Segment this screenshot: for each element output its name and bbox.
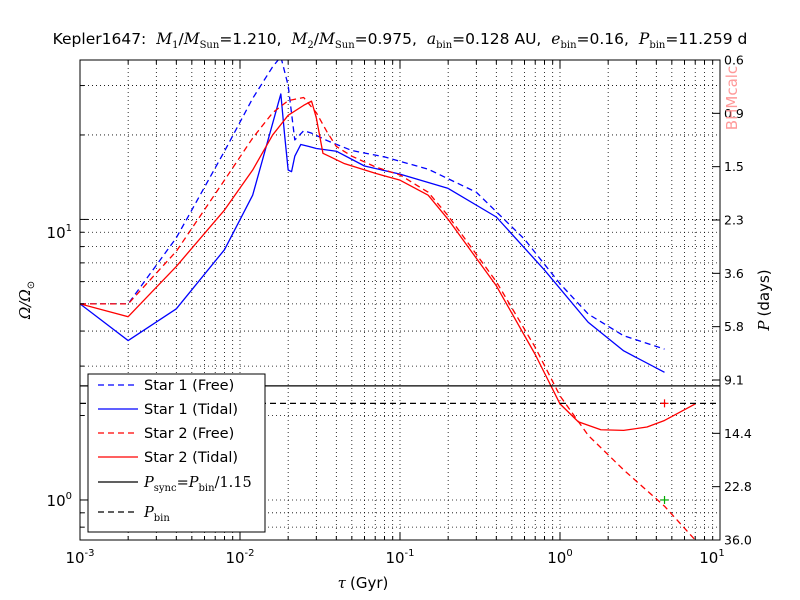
legend: Star 1 (Free) Star 1 (Tidal) Star 2 (Fre… [87, 373, 266, 533]
legend-box [87, 373, 266, 533]
legend-label-star2-free: Star 2 (Free) [144, 426, 234, 442]
y-tick-1e1: 101 [47, 223, 72, 242]
y2-tick-label: 14.4 [724, 426, 752, 441]
markers-layer [660, 399, 669, 504]
y-axis-label: Ω/Ω⊙ [16, 281, 37, 320]
series-line-3 [80, 100, 696, 432]
y2-tick-label: 5.8 [724, 319, 744, 334]
y2-tick-label: 0.9 [724, 106, 744, 121]
x-axis-label: τ (Gyr) [338, 574, 389, 592]
watermark: BHMcalc [723, 66, 741, 130]
y-tick-labels: 101 100 [47, 223, 72, 510]
y2-tick-label: 3.6 [724, 266, 744, 281]
grid-lines [79, 60, 721, 540]
y2-tick-labels: 0.6 0.9 1.5 2.3 3.6 5.8 9.1 14.4 22.8 36.0 [724, 53, 752, 548]
tick-marks [79, 59, 721, 541]
y2-tick-label: 2.3 [724, 213, 744, 228]
y2-tick-label: 36.0 [724, 533, 752, 548]
x-tick-1e0: 100 [547, 548, 572, 567]
legend-label-star2-tidal: Star 2 (Tidal) [144, 450, 238, 466]
x-tick-1e1: 101 [699, 548, 724, 567]
chart-title: Kepler1647: M1/MSun=1.210, M2/MSun=0.975… [53, 30, 748, 51]
x-tick-1e-2: 10-2 [225, 548, 254, 567]
x-tick-1e-3: 10-3 [65, 548, 94, 567]
y2-tick-label: 1.5 [724, 159, 744, 174]
legend-label-star1-free: Star 1 (Free) [144, 378, 234, 394]
y-tick-1e0: 100 [47, 491, 72, 510]
legend-label-pbin: Pbin [143, 505, 170, 524]
series-line-1 [80, 93, 665, 373]
y2-tick-label: 22.8 [724, 479, 752, 494]
y2-axis-label: P(days) [755, 269, 773, 331]
x-tick-1e-1: 10-1 [385, 548, 414, 567]
x-tick-labels: 10-3 10-2 10-1 100 101 [65, 548, 724, 567]
y2-tick-label: 0.6 [724, 53, 744, 68]
series-line-0 [80, 60, 665, 350]
legend-label-psync: Psync=Pbin/1.15 [143, 475, 252, 494]
y2-tick-label: 9.1 [724, 373, 744, 388]
series-line-2 [80, 96, 696, 540]
legend-label-star1-tidal: Star 1 (Tidal) [144, 402, 238, 418]
